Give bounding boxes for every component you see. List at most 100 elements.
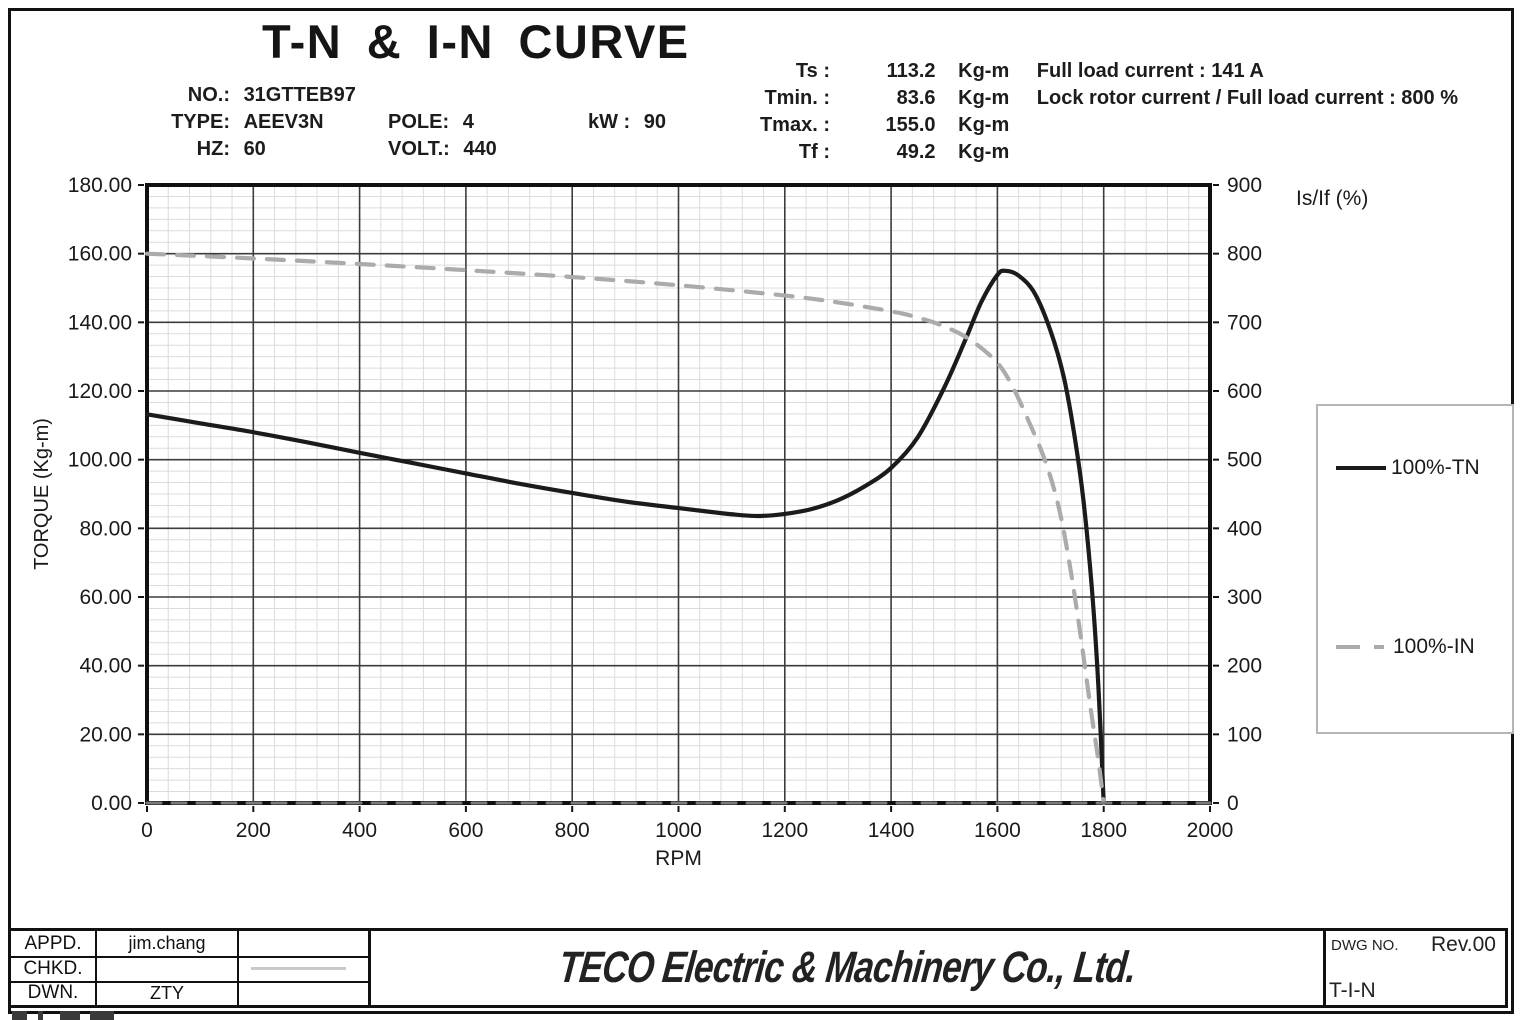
- spec-no-label: NO.:: [187, 84, 230, 106]
- spec-tmin-row: Tmin. : 83.6 Kg-m Lock rotor current / F…: [710, 87, 1458, 110]
- spec-tmax-label: Tmax. :: [759, 114, 830, 136]
- y-left-axis-title: TORQUE (Kg-m): [31, 418, 53, 570]
- spec-hz-label: HZ:: [196, 138, 230, 160]
- x-tick-label: 1600: [974, 819, 1021, 842]
- y-right-axis-title: Is/If (%): [1296, 187, 1368, 210]
- y-left-tick-label: 180.00: [68, 174, 132, 197]
- dwg-box: DWG NO. Rev.00 T-I-N: [1323, 931, 1505, 1005]
- title-block: APPD. jim.chang CHKD. DWN. ZTY TECO Elec…: [8, 928, 1508, 1008]
- table-row: DWN. ZTY: [11, 981, 371, 1005]
- spec-no-value: 31GTTEB97: [243, 84, 356, 106]
- x-tick-label: 2000: [1187, 819, 1234, 842]
- y-right-tick-label: 800: [1227, 243, 1262, 266]
- x-tick-label: 0: [141, 819, 153, 842]
- y-right-tick-label: 200: [1227, 655, 1262, 678]
- y-right-tick-label: 300: [1227, 586, 1262, 609]
- x-tick-label: 400: [342, 819, 377, 842]
- spec-ts-label: Ts :: [795, 60, 830, 82]
- spec-tmax-row: Tmax. : 155.0 Kg-m: [710, 114, 1009, 137]
- x-tick-label: 1400: [868, 819, 915, 842]
- company-name: TECO Electric & Machinery Co., Ltd.: [556, 943, 1138, 992]
- y-right-tick-label: 700: [1227, 311, 1262, 334]
- spec-no: NO.: 31GTTEB97: [113, 84, 356, 107]
- y-left-tick-label: 140.00: [68, 311, 132, 334]
- y-left-tick-label: 60.00: [79, 586, 132, 609]
- spec-volt: VOLT.: 440: [388, 138, 497, 161]
- y-right-tick-label: 500: [1227, 449, 1262, 472]
- spec-kw-label: kW :: [588, 111, 631, 133]
- x-tick-label: 1000: [655, 819, 702, 842]
- clipped-footer-text: [12, 1011, 140, 1020]
- spec-kw-value: 90: [643, 111, 667, 133]
- x-tick-label: 200: [236, 819, 271, 842]
- dwn-value: ZTY: [97, 981, 239, 1005]
- faded-stamp: [251, 967, 346, 970]
- curve-100-tn: [144, 268, 1106, 806]
- table-row: APPD. jim.chang: [11, 931, 371, 958]
- spec-hz-value: 60: [243, 138, 266, 160]
- spec-pole-label: POLE:: [388, 111, 450, 133]
- spec-tmax-value: 155.0: [885, 114, 936, 136]
- legend-entry-tn: 100%-TN: [1336, 456, 1480, 480]
- x-tick-label: 1800: [1080, 819, 1127, 842]
- company-box: TECO Electric & Machinery Co., Ltd.: [371, 931, 1326, 1005]
- spec-type-label: TYPE:: [171, 111, 230, 133]
- x-axis-title: RPM: [655, 847, 702, 870]
- y-right-tick-label: 400: [1227, 517, 1262, 540]
- y-left-tick-label: 120.00: [68, 380, 132, 403]
- dwg-name: T-I-N: [1329, 979, 1376, 1002]
- appd-value: jim.chang: [97, 931, 239, 956]
- curve-100-in: [144, 251, 1106, 806]
- tn-line-sample: [1336, 466, 1386, 470]
- spec-lock-rotor-ratio: Lock rotor current / Full load current :…: [1036, 87, 1458, 109]
- x-tick-label: 1200: [761, 819, 808, 842]
- spec-tmin-value: 83.6: [896, 87, 936, 109]
- chkd-value: [97, 956, 239, 981]
- dwn-label: DWN.: [11, 981, 97, 1005]
- spec-hz: HZ: 60: [113, 138, 266, 161]
- y-left-tick-label: 20.00: [79, 723, 132, 746]
- revision: Rev.00: [1431, 933, 1496, 956]
- spec-tmin-label: Tmin. :: [764, 87, 830, 109]
- spec-ts-row: Ts : 113.2 Kg-m Full load current : 141 …: [710, 60, 1264, 83]
- spec-type: TYPE: AEEV3N: [113, 111, 324, 134]
- page-title: T-N & I-N CURVE: [262, 15, 690, 68]
- spec-type-value: AEEV3N: [243, 111, 324, 133]
- spec-pole: POLE: 4: [388, 111, 474, 134]
- spec-volt-label: VOLT.:: [388, 138, 450, 160]
- spec-kw: kW : 90: [588, 111, 666, 134]
- table-row: CHKD.: [11, 956, 371, 983]
- y-left-tick-label: 0.00: [91, 792, 132, 815]
- y-left-tick-label: 100.00: [68, 449, 132, 472]
- x-tick-label: 800: [555, 819, 590, 842]
- appd-extra-cell: [239, 931, 371, 956]
- y-right-tick-label: 0: [1227, 792, 1239, 815]
- chkd-label: CHKD.: [11, 956, 97, 981]
- appd-label: APPD.: [11, 931, 97, 956]
- spec-full-load-current: Full load current : 141 A: [1036, 60, 1264, 82]
- x-tick-label: 600: [448, 819, 483, 842]
- y-left-tick-label: 160.00: [68, 243, 132, 266]
- spec-tmax-unit: Kg-m: [958, 114, 1010, 136]
- legend-label-tn: 100%-TN: [1391, 456, 1480, 479]
- y-right-tick-label: 100: [1227, 723, 1262, 746]
- dwn-extra-cell: [239, 981, 371, 1005]
- spec-ts-unit: Kg-m: [958, 60, 1010, 82]
- spec-tf-label: Tf :: [798, 141, 830, 163]
- spec-tf-row: Tf : 49.2 Kg-m: [710, 141, 1009, 164]
- spec-pole-value: 4: [462, 111, 474, 133]
- y-left-tick-label: 80.00: [79, 517, 132, 540]
- dwg-no-label: DWG NO.: [1331, 937, 1399, 954]
- approval-table: APPD. jim.chang CHKD. DWN. ZTY: [11, 931, 371, 1005]
- y-right-tick-label: 600: [1227, 380, 1262, 403]
- chart-legend: 100%-TN 100%-IN: [1316, 404, 1514, 734]
- spec-tf-unit: Kg-m: [958, 141, 1010, 163]
- spec-volt-value: 440: [463, 138, 497, 160]
- spec-tf-value: 49.2: [896, 141, 936, 163]
- spec-tmin-unit: Kg-m: [958, 87, 1010, 109]
- chkd-extra-cell: [239, 956, 371, 981]
- legend-entry-in: 100%-IN: [1336, 635, 1475, 659]
- legend-label-in: 100%-IN: [1393, 635, 1475, 658]
- in-line-sample: [1336, 645, 1388, 649]
